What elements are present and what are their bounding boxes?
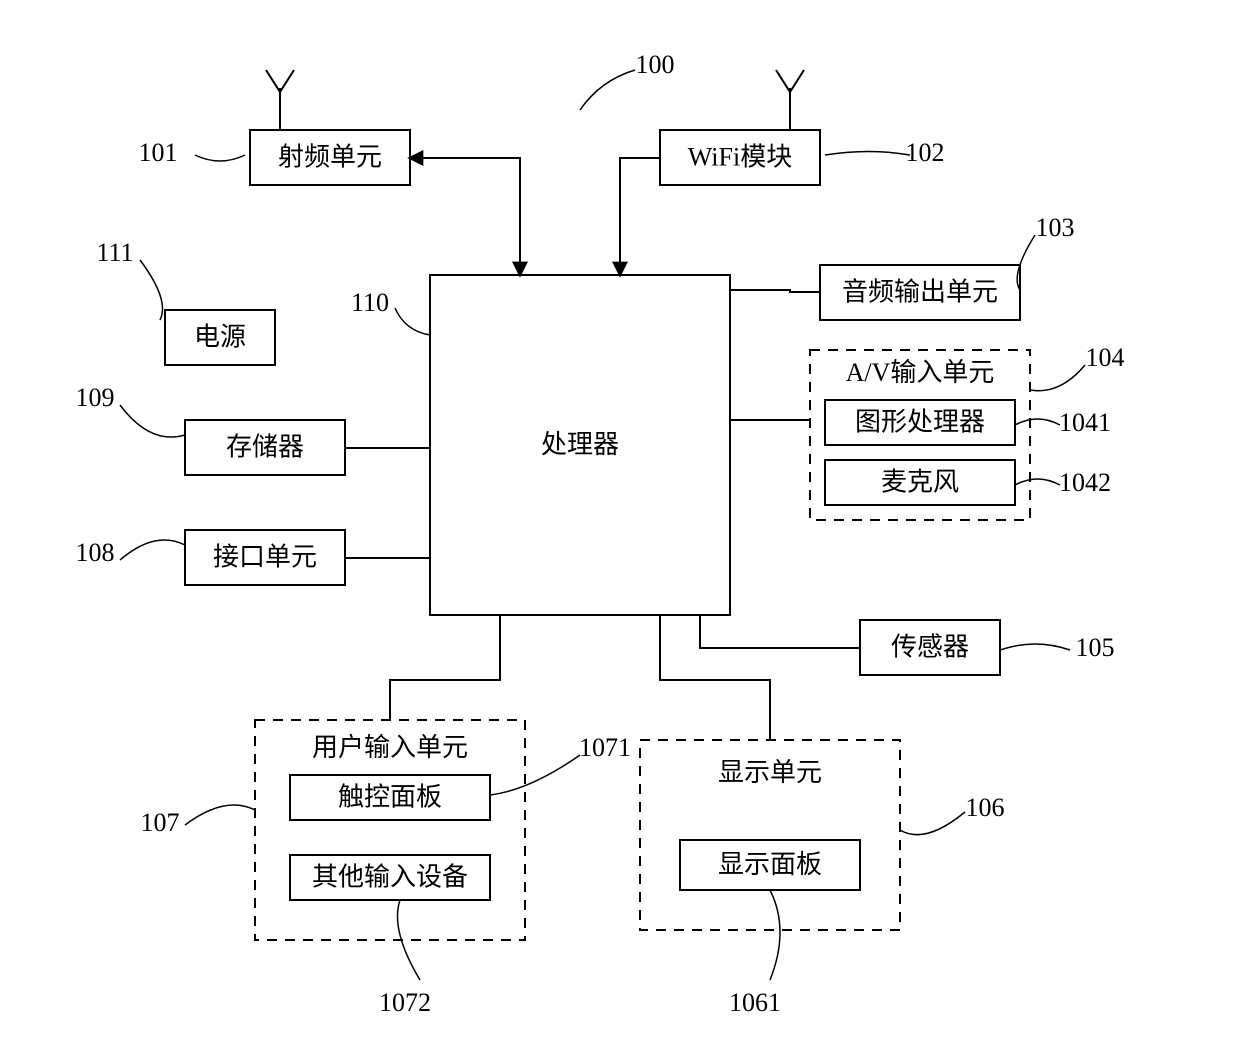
leader-106 bbox=[900, 812, 965, 835]
leader-1042 bbox=[1015, 479, 1060, 485]
connector-processor-user_grp bbox=[390, 615, 500, 720]
display-unit-title: 显示单元 bbox=[718, 758, 822, 787]
ref-1042: 1042 bbox=[1059, 468, 1111, 497]
ref-1041: 1041 bbox=[1059, 408, 1111, 437]
gpu-label: 图形处理器 bbox=[855, 407, 985, 436]
leader-101 bbox=[195, 155, 245, 161]
ref-1061: 1061 bbox=[729, 988, 781, 1017]
ref-102: 102 bbox=[906, 138, 945, 167]
connector-processor-sensor bbox=[700, 615, 860, 648]
connector-processor-audio_out bbox=[730, 290, 820, 292]
connector-processor-display_grp bbox=[660, 615, 770, 740]
ref-100: 100 bbox=[636, 50, 675, 79]
processor-label: 处理器 bbox=[541, 430, 619, 459]
leader-1061 bbox=[770, 890, 780, 980]
ref-103: 103 bbox=[1036, 213, 1075, 242]
leader-104 bbox=[1030, 365, 1085, 391]
leader-102 bbox=[825, 152, 910, 156]
connector-wifi-processor bbox=[620, 158, 660, 275]
iface-label: 接口单元 bbox=[213, 542, 317, 571]
ref-107: 107 bbox=[141, 808, 180, 837]
ref-110: 110 bbox=[351, 288, 389, 317]
leader-1041 bbox=[1015, 419, 1060, 425]
ref-104: 104 bbox=[1086, 343, 1125, 372]
leader-108 bbox=[120, 540, 185, 560]
ref-109: 109 bbox=[76, 383, 115, 412]
leader-105 bbox=[1000, 644, 1070, 650]
rf-label: 射频单元 bbox=[278, 142, 382, 171]
power-label: 电源 bbox=[194, 322, 246, 351]
leader-111 bbox=[140, 260, 163, 320]
leader-100 bbox=[580, 70, 635, 110]
ref-106: 106 bbox=[966, 793, 1005, 822]
user-input-title: 用户输入单元 bbox=[312, 733, 468, 762]
mic-label: 麦克风 bbox=[881, 467, 959, 496]
ref-1072: 1072 bbox=[379, 988, 431, 1017]
connector-rf-processor bbox=[410, 158, 520, 275]
memory-label: 存储器 bbox=[226, 432, 304, 461]
leader-109 bbox=[120, 405, 185, 437]
leader-1071 bbox=[490, 755, 580, 795]
ref-1071: 1071 bbox=[579, 733, 631, 762]
ref-101: 101 bbox=[139, 138, 178, 167]
ref-108: 108 bbox=[76, 538, 115, 567]
leader-107 bbox=[185, 805, 255, 825]
wifi-label: WiFi模块 bbox=[688, 142, 792, 171]
sensor-label: 传感器 bbox=[891, 632, 969, 661]
leader-110 bbox=[395, 308, 430, 335]
av-input-title: A/V输入单元 bbox=[846, 358, 995, 387]
other_in-label: 其他输入设备 bbox=[312, 862, 468, 891]
display_pnl-label: 显示面板 bbox=[718, 850, 822, 879]
ref-111: 111 bbox=[96, 238, 133, 267]
audio_out-label: 音频输出单元 bbox=[842, 277, 998, 306]
ref-105: 105 bbox=[1076, 633, 1115, 662]
touch-label: 触控面板 bbox=[338, 782, 442, 811]
